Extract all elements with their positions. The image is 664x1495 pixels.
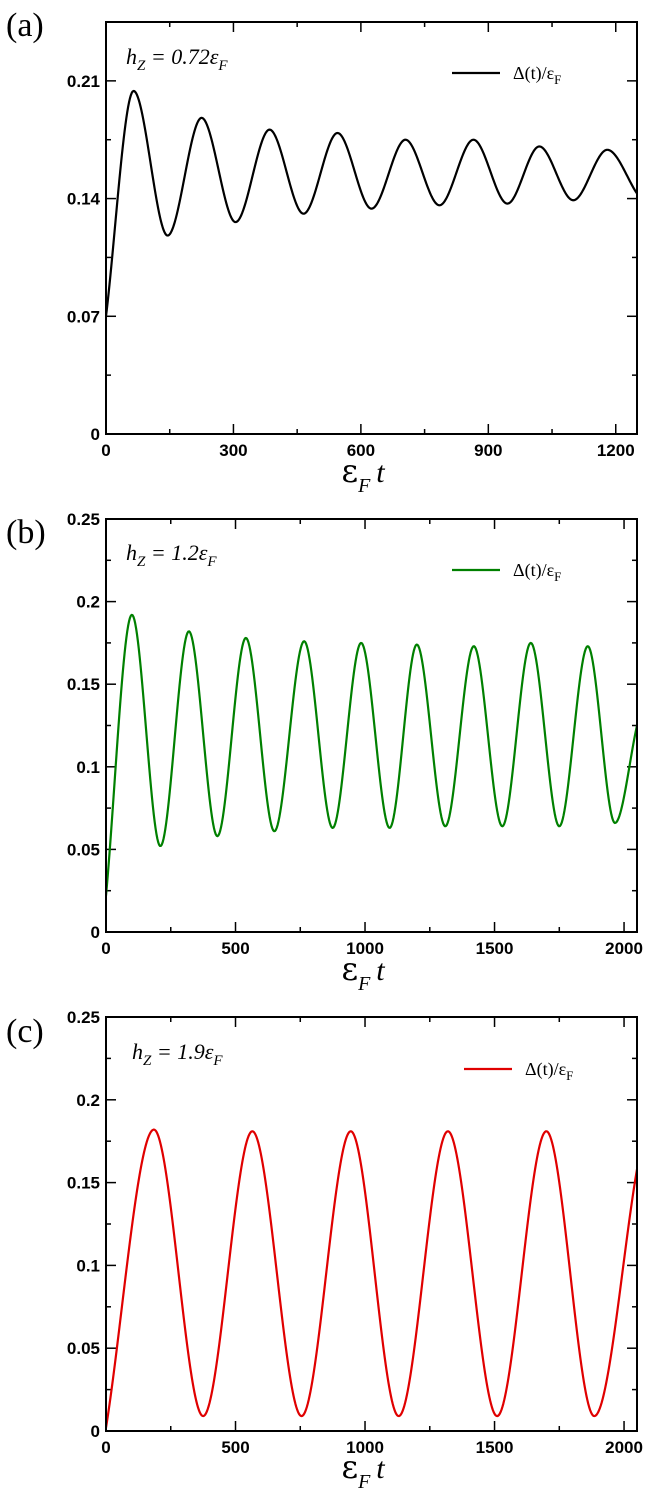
y-tick-label: 0.15: [67, 1174, 100, 1193]
y-tick-label: 0.1: [76, 1256, 100, 1275]
x-tick-label: 1000: [346, 939, 384, 958]
panel-label: (a): [6, 7, 44, 44]
x-tick-label: 500: [221, 1438, 249, 1457]
y-tick-label: 0.25: [67, 1008, 100, 1027]
x-tick-label: 2000: [605, 939, 643, 958]
y-tick-label: 0.14: [67, 190, 101, 209]
legend: Δ(t)/εF: [452, 63, 561, 87]
x-tick-label: 500: [221, 939, 249, 958]
x-tick-label: 0: [101, 939, 110, 958]
y-tick-label: 0.15: [67, 675, 100, 694]
x-tick-label: 2000: [605, 1438, 643, 1457]
panel-a: (a) 0 300 600 900 1200 0 0.07 0.14 0.21 hZ = 0.72ε…: [6, 7, 638, 497]
annotation: hZ = 1.9εF: [132, 1039, 223, 1069]
annotation: hZ = 1.2εF: [126, 540, 217, 570]
y-tick-label: 0: [91, 1422, 100, 1441]
legend-label: Δ(t)/εF: [513, 560, 561, 584]
series-line: [106, 1128, 637, 1428]
x-axis-label: εF t: [342, 950, 386, 995]
legend-label: Δ(t)/εF: [513, 63, 561, 87]
y-tick-label: 0.1: [76, 758, 100, 777]
panel-label: (c): [6, 1013, 44, 1050]
annotation: hZ = 0.72εF: [126, 44, 228, 74]
x-tick-label: 300: [219, 441, 247, 460]
y-tick-label: 0.05: [67, 1339, 100, 1358]
legend: Δ(t)/εF: [452, 560, 561, 584]
panel-label: (b): [6, 514, 46, 551]
panel-c: (c) 0 500 1000 1500 2000 0 0.05 0.1 0.15 0.2 0.25 hZ…: [6, 1008, 643, 1493]
plot-frame: [105, 518, 638, 933]
x-tick-label: 1200: [597, 441, 635, 460]
x-tick-label: 900: [474, 441, 502, 460]
y-tick-label: 0.2: [76, 593, 100, 612]
axis-ticks: [106, 1017, 637, 1431]
legend-label: Δ(t)/εF: [525, 1059, 573, 1083]
y-tick-label: 0.21: [67, 72, 100, 91]
y-tick-label: 0.05: [67, 840, 100, 859]
series-line: [106, 89, 637, 317]
y-tick-label: 0.07: [67, 307, 100, 326]
x-axis-label: εF t: [342, 452, 386, 497]
x-tick-label: 0: [101, 441, 110, 460]
x-tick-label: 1500: [476, 1438, 514, 1457]
x-tick-label: 1000: [346, 1438, 384, 1457]
panel-b: (b) 0 500 1000 1500 2000 0 0.05 0.1 0.15 0.2 0.25 hZ…: [6, 510, 643, 995]
plot-frame: [105, 21, 638, 435]
x-tick-label: 1500: [476, 939, 514, 958]
x-axis-label: εF t: [342, 1448, 386, 1493]
x-tick-label: 600: [347, 441, 375, 460]
y-tick-label: 0: [91, 425, 100, 444]
y-tick-label: 0.25: [67, 510, 100, 529]
x-tick-label: 0: [101, 1438, 110, 1457]
y-tick-label: 0: [91, 923, 100, 942]
plot-frame: [105, 1016, 638, 1432]
legend: Δ(t)/εF: [464, 1059, 573, 1083]
series-line: [106, 613, 637, 896]
y-tick-label: 0.2: [76, 1091, 100, 1110]
